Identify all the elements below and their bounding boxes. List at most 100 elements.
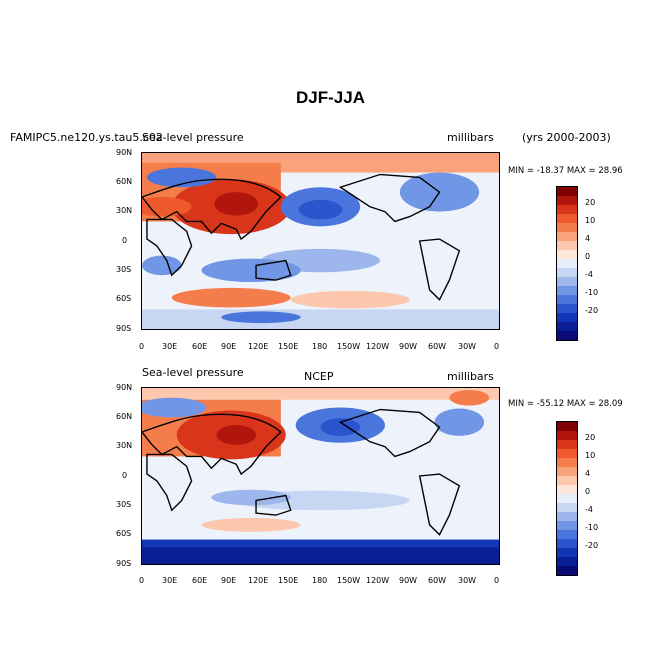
colorbar-label: 10 [585, 216, 596, 225]
colorbar-label: -4 [585, 270, 593, 279]
lat-tick-label: 90N [116, 383, 133, 392]
source-label: NCEP [304, 370, 334, 383]
minmax-label: MIN = -55.12 MAX = 28.09 [508, 399, 623, 409]
colorbar-label: 20 [585, 433, 596, 442]
colorbar-swatch [557, 440, 577, 449]
colorbar-label: 10 [585, 451, 596, 460]
colorbar-label: -20 [585, 541, 599, 550]
lat-tick-label: 30S [116, 500, 132, 509]
lat-tick-label: 0 [122, 471, 128, 480]
lon-tick-label: 120W [366, 576, 390, 585]
variable-label: Sea-level pressure [142, 366, 244, 379]
figure-title: DJF-JJA [296, 88, 365, 107]
colorbar-swatch [557, 548, 577, 557]
units-label: millibars [447, 370, 494, 383]
colorbar-swatch [557, 241, 577, 250]
colorbar-swatch [557, 539, 577, 548]
colorbar-swatch [557, 476, 577, 485]
colorbar-swatch [557, 494, 577, 503]
colorbar-label: -4 [585, 505, 593, 514]
colorbar-label: 4 [585, 469, 591, 478]
colorbar-swatch [557, 304, 577, 313]
colorbar-swatch [557, 313, 577, 322]
colorbar-swatch [557, 205, 577, 214]
colorbar-label: 20 [585, 198, 596, 207]
colorbar-ncep [556, 421, 578, 576]
colorbar-swatch [557, 268, 577, 277]
lon-tick-label: 150W [337, 576, 361, 585]
years-label: (yrs 2000-2003) [522, 131, 611, 144]
map-panel-ncep [141, 387, 500, 565]
lon-tick-label: 90W [399, 342, 418, 351]
case-label: FAMIPC5.ne120.ys.tau5.c02 [10, 131, 163, 144]
lat-tick-label: 60S [116, 529, 132, 538]
colorbar-swatch [557, 521, 577, 530]
colorbar-swatch [557, 503, 577, 512]
lon-tick-label: 120E [248, 576, 269, 585]
colorbar-label: -20 [585, 306, 599, 315]
lon-tick-label: 60E [192, 342, 208, 351]
colorbar-swatch [557, 431, 577, 440]
colorbar-label: 0 [585, 487, 591, 496]
lon-tick-label: 0 [139, 342, 145, 351]
lon-tick-label: 120W [366, 342, 390, 351]
lon-tick-label: 0 [139, 576, 145, 585]
colorbar-swatch [557, 196, 577, 205]
colorbar-swatch [557, 566, 577, 575]
lat-tick-label: 90S [116, 324, 132, 333]
lon-tick-label: 30E [162, 576, 178, 585]
lon-tick-label: 120E [248, 342, 269, 351]
colorbar-swatches [556, 186, 578, 341]
colorbar-swatch [557, 214, 577, 223]
colorbar-swatch [557, 232, 577, 241]
lon-tick-label: 30W [458, 576, 477, 585]
variable-label: Sea-level pressure [142, 131, 244, 144]
lat-tick-label: 90S [116, 559, 132, 568]
lon-tick-label: 90W [399, 576, 418, 585]
lon-tick-label: 60W [428, 576, 447, 585]
lon-tick-label: 60E [192, 576, 208, 585]
lon-tick-label: 60W [428, 342, 447, 351]
colorbar-swatch [557, 422, 577, 431]
units-label: millibars [447, 131, 494, 144]
lon-tick-label: 150E [278, 342, 299, 351]
lat-tick-label: 30S [116, 265, 132, 274]
colorbar-swatch [557, 512, 577, 521]
map-panel-model [141, 152, 500, 330]
lat-tick-label: 60N [116, 177, 133, 186]
colorbar-label: 4 [585, 234, 591, 243]
lat-tick-label: 90N [116, 148, 133, 157]
lon-tick-label: 30W [458, 342, 477, 351]
colorbar-swatch [557, 259, 577, 268]
lon-tick-label: 90E [221, 342, 237, 351]
colorbar-swatch [557, 449, 577, 458]
lat-tick-label: 0 [122, 236, 128, 245]
colorbar-swatch [557, 223, 577, 232]
colorbar-label: -10 [585, 523, 599, 532]
lon-tick-label: 0 [494, 342, 500, 351]
lat-tick-label: 60S [116, 294, 132, 303]
colorbar-swatches [556, 421, 578, 576]
lon-tick-label: 150E [278, 576, 299, 585]
lon-tick-label: 180 [312, 576, 328, 585]
colorbar-swatch [557, 277, 577, 286]
lat-tick-label: 30N [116, 206, 133, 215]
lat-tick-label: 30N [116, 441, 133, 450]
colorbar-swatch [557, 295, 577, 304]
colorbar-swatch [557, 322, 577, 331]
lon-tick-label: 0 [494, 576, 500, 585]
colorbar-swatch [557, 331, 577, 340]
colorbar-swatch [557, 467, 577, 476]
colorbar-swatch [557, 286, 577, 295]
lon-tick-label: 180 [312, 342, 328, 351]
colorbar-swatch [557, 557, 577, 566]
minmax-label: MIN = -18.37 MAX = 28.96 [508, 166, 623, 176]
lon-tick-label: 30E [162, 342, 178, 351]
colorbar-swatch [557, 530, 577, 539]
colorbar-swatch [557, 458, 577, 467]
lat-tick-label: 60N [116, 412, 133, 421]
colorbar-model [556, 186, 578, 341]
colorbar-swatch [557, 187, 577, 196]
colorbar-label: 0 [585, 252, 591, 261]
lon-tick-label: 150W [337, 342, 361, 351]
